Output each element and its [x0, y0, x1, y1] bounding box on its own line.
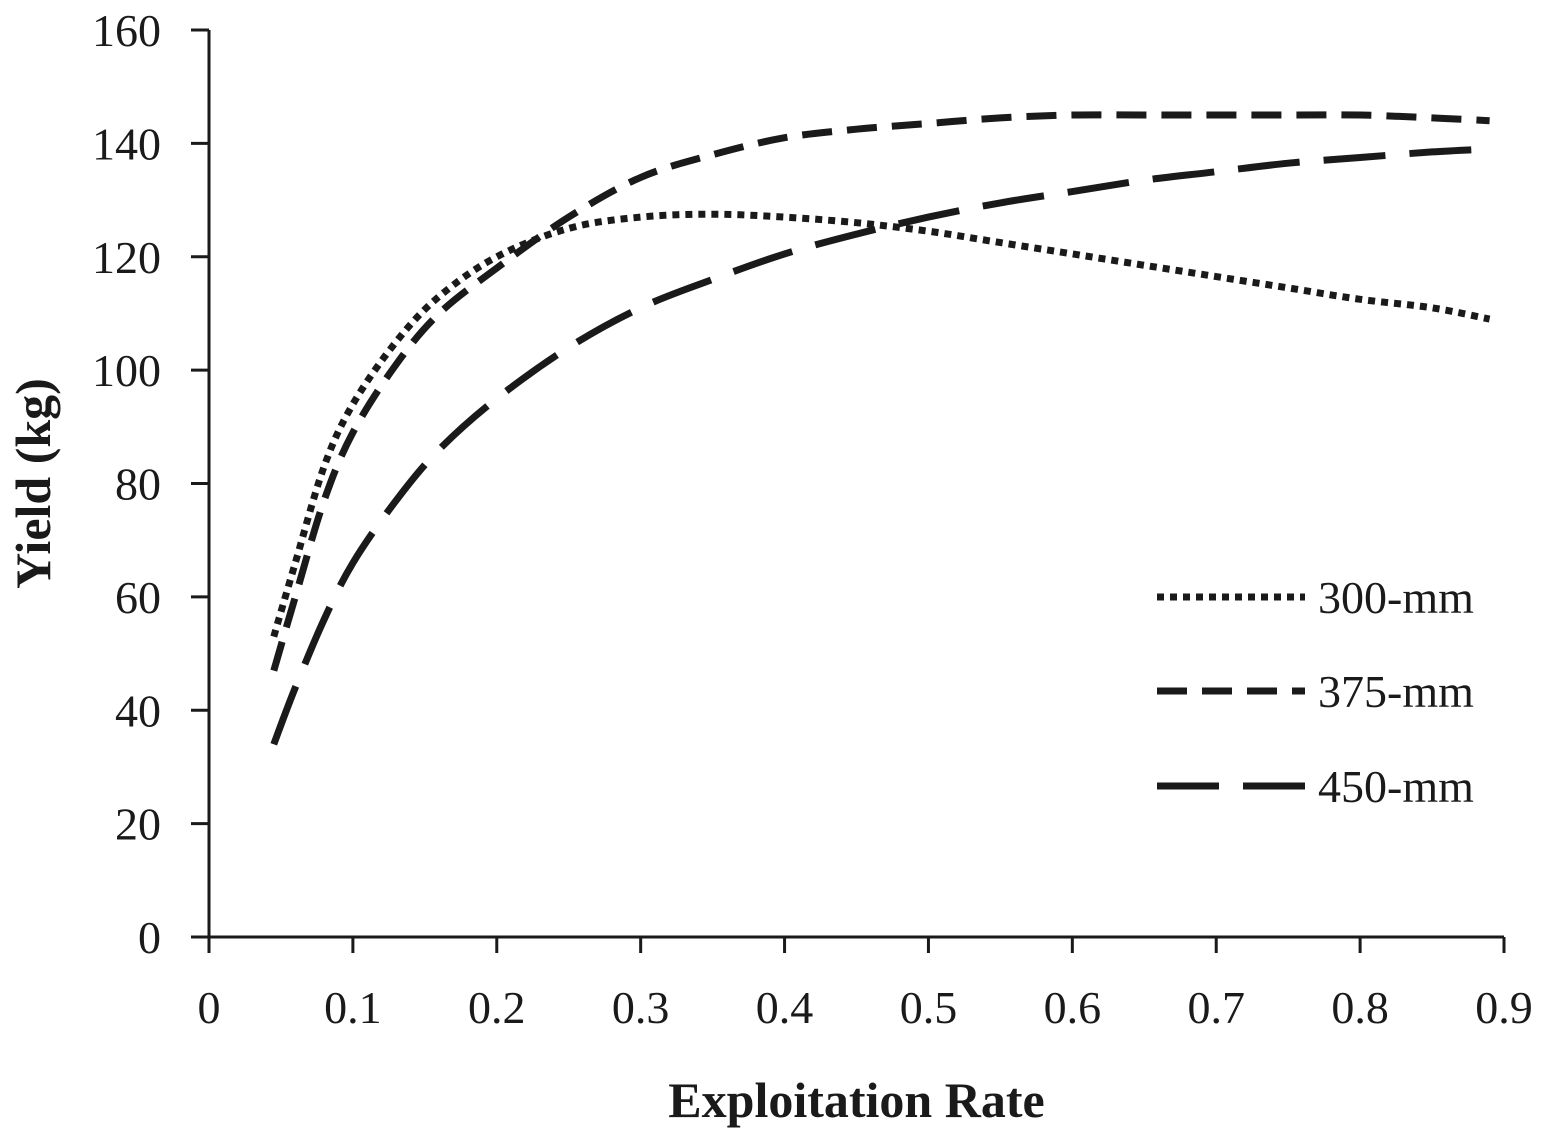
x-tick-label: 0.4 — [756, 982, 814, 1033]
x-ticks: 0 0.1 0.2 0.3 0.4 0.5 0.6 0.7 0.8 0.9 — [198, 937, 1533, 1033]
x-tick-label: 0.6 — [1044, 982, 1102, 1033]
y-tick-label: 120 — [92, 232, 161, 283]
x-tick-label: 0.1 — [324, 982, 382, 1033]
x-tick-label: 0.2 — [468, 982, 526, 1033]
x-tick-label: 0.8 — [1331, 982, 1389, 1033]
y-tick-label: 60 — [115, 572, 161, 623]
y-tick-label: 140 — [92, 118, 161, 169]
y-tick-label: 160 — [92, 5, 161, 56]
series-line-450-mm — [270, 145, 1490, 746]
y-tick-label: 100 — [92, 345, 161, 396]
legend-label: 300-mm — [1318, 572, 1474, 623]
y-tick-label: 80 — [115, 459, 161, 510]
series-line-300-mm — [270, 210, 1491, 638]
x-tick-label: 0.9 — [1475, 982, 1533, 1033]
x-tick-label: 0.5 — [900, 982, 958, 1033]
y-tick-label: 0 — [138, 912, 161, 963]
y-tick-label: 20 — [115, 799, 161, 850]
series-layer — [270, 111, 1491, 746]
x-tick-label: 0 — [198, 982, 221, 1033]
legend-label: 450-mm — [1318, 761, 1474, 812]
x-tick-label: 0.3 — [612, 982, 670, 1033]
y-tick-label: 40 — [115, 685, 161, 736]
axes: 0 20 40 60 80 100 120 140 160 0 0.1 0.2 0.3 0.4 0.5 0.… — [92, 5, 1533, 1033]
y-axis-title: Yield (kg) — [5, 378, 61, 589]
series-line-375-mm — [270, 111, 1490, 672]
x-axis-title: Exploitation Rate — [668, 1072, 1044, 1128]
legend: 300-mm 375-mm 450-mm — [1157, 572, 1474, 812]
legend-label: 375-mm — [1318, 666, 1474, 717]
y-ticks: 0 20 40 60 80 100 120 140 160 — [92, 5, 209, 963]
x-tick-label: 0.7 — [1187, 982, 1245, 1033]
